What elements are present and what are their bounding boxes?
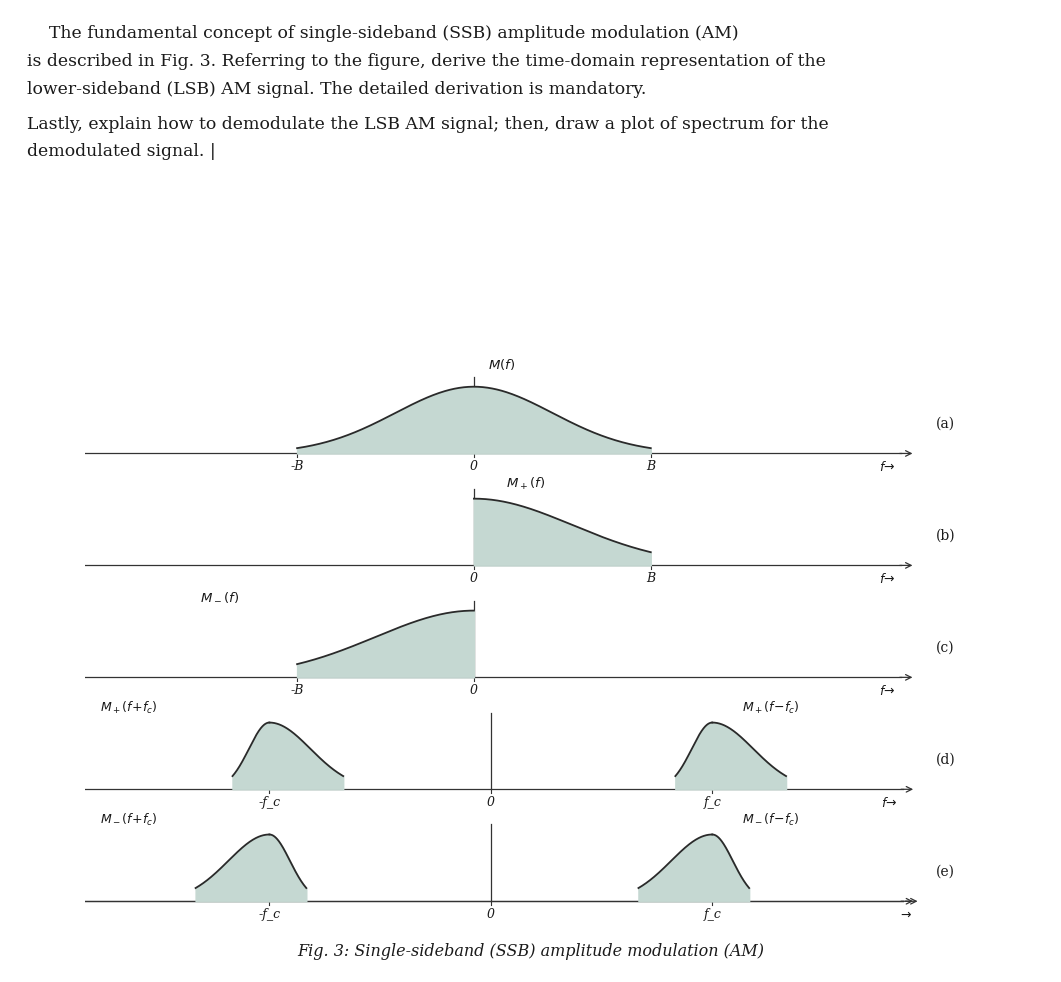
Text: $f\!\rightarrow$: $f\!\rightarrow$ <box>879 461 895 474</box>
Text: $M_+(f)$: $M_+(f)$ <box>506 476 544 492</box>
Text: (d): (d) <box>936 752 956 766</box>
Text: (a): (a) <box>936 416 955 430</box>
Text: $f\!\rightarrow$: $f\!\rightarrow$ <box>879 573 895 586</box>
Text: -f_c: -f_c <box>258 796 280 809</box>
Text: B: B <box>646 461 656 473</box>
Text: (b): (b) <box>936 528 956 542</box>
Text: 0: 0 <box>470 684 477 697</box>
Text: The fundamental concept of single-sideband (SSB) amplitude modulation (AM): The fundamental concept of single-sideba… <box>27 25 738 41</box>
Text: -B: -B <box>291 684 303 697</box>
Text: 0: 0 <box>487 796 494 809</box>
Text: $M_-(f\!-\!f_c)$: $M_-(f\!-\!f_c)$ <box>742 812 800 828</box>
Text: $M_-(f)$: $M_-(f)$ <box>199 590 239 604</box>
Text: $f\!\rightarrow$: $f\!\rightarrow$ <box>879 684 895 698</box>
Text: (e): (e) <box>936 864 955 878</box>
Text: $f\!\rightarrow$: $f\!\rightarrow$ <box>881 796 898 810</box>
Text: (c): (c) <box>936 640 955 654</box>
Text: -f_c: -f_c <box>258 908 280 921</box>
Text: -B: -B <box>291 461 303 473</box>
Text: $M_+(f\!+\!f_c)$: $M_+(f\!+\!f_c)$ <box>100 700 157 716</box>
Text: 0: 0 <box>470 573 477 585</box>
Text: lower-sideband (LSB) AM signal. The detailed derivation is mandatory.: lower-sideband (LSB) AM signal. The deta… <box>27 81 646 97</box>
Text: demodulated signal. |: demodulated signal. | <box>27 143 215 160</box>
Text: Lastly, explain how to demodulate the LSB AM signal; then, draw a plot of spectr: Lastly, explain how to demodulate the LS… <box>27 116 829 133</box>
Text: 0: 0 <box>487 908 494 921</box>
Text: is described in Fig. 3. Referring to the figure, derive the time-domain represen: is described in Fig. 3. Referring to the… <box>27 53 825 70</box>
Text: $M_-(f\!+\!f_c)$: $M_-(f\!+\!f_c)$ <box>100 812 157 828</box>
Text: $M_+(f\!-\!f_c)$: $M_+(f\!-\!f_c)$ <box>742 700 800 716</box>
Text: B: B <box>646 573 656 585</box>
Text: f_c: f_c <box>703 908 721 921</box>
Text: $\rightarrow$: $\rightarrow$ <box>899 908 912 921</box>
Text: 0: 0 <box>470 461 477 473</box>
Text: f_c: f_c <box>703 796 721 809</box>
Text: Fig. 3: Single-sideband (SSB) amplitude modulation (AM): Fig. 3: Single-sideband (SSB) amplitude … <box>297 944 764 960</box>
Text: $M(f)$: $M(f)$ <box>488 357 516 372</box>
